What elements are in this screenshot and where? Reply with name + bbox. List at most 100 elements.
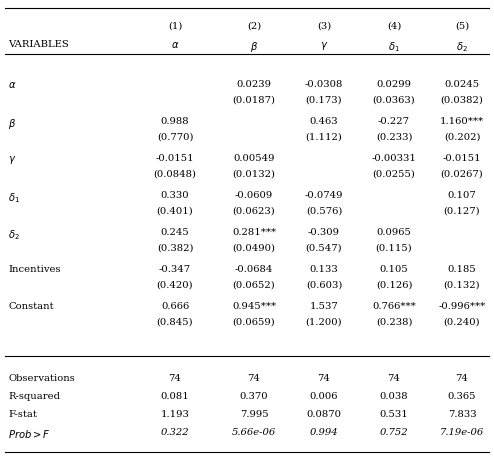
Text: (0.603): (0.603) [306, 281, 342, 290]
Text: (0.0255): (0.0255) [372, 170, 415, 179]
Text: 7.19e-06: 7.19e-06 [440, 428, 484, 437]
Text: 0.107: 0.107 [448, 191, 476, 200]
Text: $\gamma$: $\gamma$ [8, 154, 16, 166]
Text: $\delta_2$: $\delta_2$ [8, 228, 20, 242]
Text: (1.200): (1.200) [306, 318, 342, 327]
Text: 0.531: 0.531 [379, 410, 409, 419]
Text: Observations: Observations [8, 374, 75, 383]
Text: -0.0151: -0.0151 [156, 154, 194, 163]
Text: (0.126): (0.126) [376, 281, 412, 290]
Text: (0.233): (0.233) [376, 133, 412, 142]
Text: $\delta_2$: $\delta_2$ [456, 40, 468, 54]
Text: -0.0684: -0.0684 [235, 265, 273, 274]
Text: (1.112): (1.112) [306, 133, 342, 142]
Text: -0.0749: -0.0749 [305, 191, 343, 200]
Text: (0.115): (0.115) [375, 244, 412, 253]
Text: (0.770): (0.770) [157, 133, 193, 142]
Text: 0.105: 0.105 [379, 265, 409, 274]
Text: (0.202): (0.202) [444, 133, 480, 142]
Text: (0.173): (0.173) [306, 96, 342, 105]
Text: 0.185: 0.185 [448, 265, 476, 274]
Text: -0.0308: -0.0308 [305, 80, 343, 89]
Text: $\beta$: $\beta$ [8, 117, 16, 131]
Text: 0.370: 0.370 [240, 392, 268, 401]
Text: (0.0623): (0.0623) [233, 207, 275, 216]
Text: 74: 74 [388, 374, 401, 383]
Text: 0.0965: 0.0965 [376, 228, 412, 237]
Text: 0.365: 0.365 [448, 392, 476, 401]
Text: $\alpha$: $\alpha$ [171, 40, 179, 50]
Text: 0.988: 0.988 [161, 117, 189, 126]
Text: (0.0652): (0.0652) [233, 281, 275, 290]
Text: -0.996***: -0.996*** [438, 302, 486, 311]
Text: 7.833: 7.833 [448, 410, 476, 419]
Text: 0.330: 0.330 [161, 191, 189, 200]
Text: 5.66e-06: 5.66e-06 [232, 428, 276, 437]
Text: (0.0132): (0.0132) [233, 170, 276, 179]
Text: 0.006: 0.006 [310, 392, 338, 401]
Text: 74: 74 [318, 374, 330, 383]
Text: 0.945***: 0.945*** [232, 302, 276, 311]
Text: (2): (2) [247, 22, 261, 31]
Text: $\beta$: $\beta$ [250, 40, 258, 54]
Text: (0.127): (0.127) [444, 207, 480, 216]
Text: (0.0267): (0.0267) [441, 170, 483, 179]
Text: (0.845): (0.845) [157, 318, 193, 327]
Text: 0.766***: 0.766*** [372, 302, 416, 311]
Text: $\delta_1$: $\delta_1$ [388, 40, 400, 54]
Text: Constant: Constant [8, 302, 54, 311]
Text: (0.0490): (0.0490) [233, 244, 276, 253]
Text: 0.281***: 0.281*** [232, 228, 276, 237]
Text: 0.0245: 0.0245 [445, 80, 480, 89]
Text: (0.0848): (0.0848) [154, 170, 197, 179]
Text: (0.0363): (0.0363) [372, 96, 415, 105]
Text: (3): (3) [317, 22, 331, 31]
Text: -0.0151: -0.0151 [443, 154, 481, 163]
Text: $Prob > F$: $Prob > F$ [8, 428, 51, 440]
Text: 1.193: 1.193 [161, 410, 189, 419]
Text: -0.309: -0.309 [308, 228, 340, 237]
Text: (0.132): (0.132) [444, 281, 480, 290]
Text: 74: 74 [247, 374, 260, 383]
Text: (4): (4) [387, 22, 401, 31]
Text: 0.081: 0.081 [161, 392, 189, 401]
Text: Incentives: Incentives [8, 265, 60, 274]
Text: 0.0870: 0.0870 [306, 410, 341, 419]
Text: 74: 74 [168, 374, 181, 383]
Text: 0.245: 0.245 [161, 228, 189, 237]
Text: $\delta_1$: $\delta_1$ [8, 191, 20, 205]
Text: (0.240): (0.240) [444, 318, 480, 327]
Text: 0.0299: 0.0299 [376, 80, 412, 89]
Text: 1.160***: 1.160*** [440, 117, 484, 126]
Text: 0.994: 0.994 [310, 428, 338, 437]
Text: 0.038: 0.038 [380, 392, 409, 401]
Text: VARIABLES: VARIABLES [8, 40, 69, 49]
Text: 0.322: 0.322 [161, 428, 189, 437]
Text: (1): (1) [168, 22, 182, 31]
Text: 1.537: 1.537 [310, 302, 338, 311]
Text: 0.463: 0.463 [310, 117, 338, 126]
Text: 0.752: 0.752 [380, 428, 409, 437]
Text: -0.0609: -0.0609 [235, 191, 273, 200]
Text: (0.420): (0.420) [157, 281, 193, 290]
Text: R-squared: R-squared [8, 392, 60, 401]
Text: $\gamma$: $\gamma$ [320, 40, 328, 52]
Text: (5): (5) [455, 22, 469, 31]
Text: (0.401): (0.401) [157, 207, 193, 216]
Text: (0.0659): (0.0659) [233, 318, 275, 327]
Text: 0.0239: 0.0239 [237, 80, 272, 89]
Text: -0.00331: -0.00331 [371, 154, 416, 163]
Text: 0.666: 0.666 [161, 302, 189, 311]
Text: F-stat: F-stat [8, 410, 37, 419]
Text: (0.547): (0.547) [306, 244, 342, 253]
Text: (0.238): (0.238) [376, 318, 412, 327]
Text: $\alpha$: $\alpha$ [8, 80, 16, 90]
Text: 7.995: 7.995 [240, 410, 268, 419]
Text: (0.382): (0.382) [157, 244, 193, 253]
Text: 0.133: 0.133 [310, 265, 338, 274]
Text: (0.576): (0.576) [306, 207, 342, 216]
Text: -0.347: -0.347 [159, 265, 191, 274]
Text: 0.00549: 0.00549 [233, 154, 275, 163]
Text: (0.0382): (0.0382) [441, 96, 484, 105]
Text: -0.227: -0.227 [378, 117, 410, 126]
